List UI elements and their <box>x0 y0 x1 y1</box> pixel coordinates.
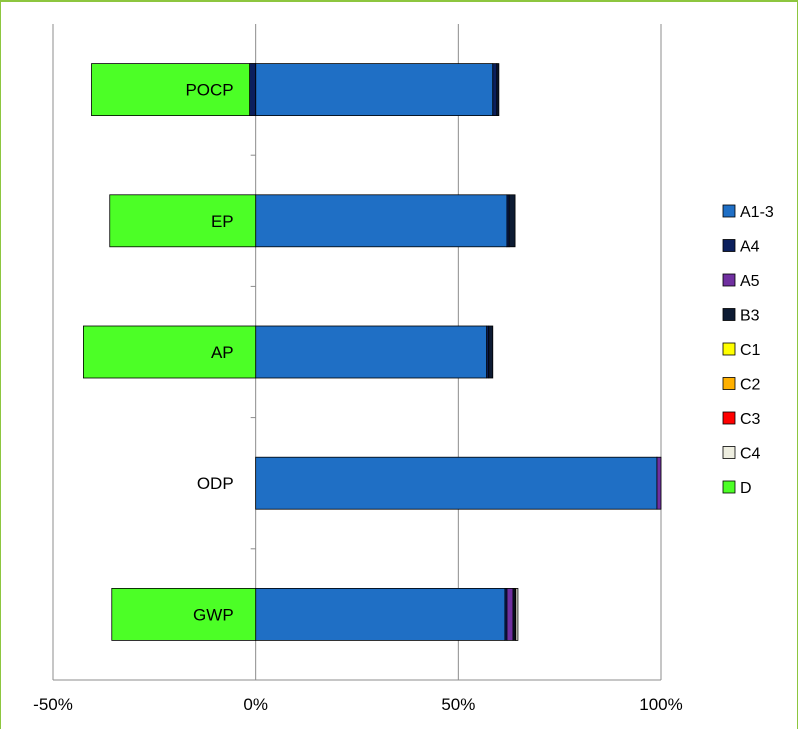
legend-swatch <box>722 446 736 459</box>
category-labels: POCP EP AP ODP GWP <box>185 81 233 625</box>
legend-label: C4 <box>740 446 761 463</box>
legend-label: A1-3 <box>740 204 774 221</box>
legend-swatch <box>722 239 736 252</box>
legend-swatch <box>722 480 736 494</box>
legend-label: C3 <box>740 411 761 428</box>
legend-label: A4 <box>740 239 760 256</box>
bar-b3-ap <box>488 325 494 379</box>
bar-d-ap <box>83 325 257 379</box>
x-tick-label: 0% <box>243 695 268 714</box>
bar-a5-odp <box>656 456 662 510</box>
category-label: GWP <box>193 605 234 624</box>
bars <box>83 63 662 641</box>
category-label: POCP <box>185 81 233 100</box>
bar-a1-3-ep <box>255 194 508 248</box>
bar-c4-gwp <box>515 588 519 641</box>
bar-a1-3-pocp <box>255 63 494 116</box>
legend-swatch <box>722 204 736 218</box>
x-axis: -50% 0% 50% 100% <box>33 679 683 714</box>
x-tick-label: 100% <box>639 695 682 714</box>
bar-a1-3-odp <box>255 456 658 510</box>
legend-label: C1 <box>740 342 761 359</box>
legend-swatch <box>722 308 736 321</box>
bar-a4-negative-pocp <box>249 63 257 116</box>
bar-b3-pocp <box>496 63 500 116</box>
bar-d-pocp <box>91 63 257 116</box>
legend-label: A5 <box>740 273 760 290</box>
category-label: ODP <box>197 474 234 493</box>
legend-label: C2 <box>740 377 761 394</box>
legend-label: D <box>740 480 752 497</box>
legend-swatch <box>722 273 736 287</box>
legend: A1-3 A4 A5 B3 C1 C2 C3 C4 D <box>722 204 774 497</box>
legend-swatch <box>722 342 736 356</box>
bar-d-gwp <box>111 588 257 641</box>
x-tick-label: 50% <box>441 695 475 714</box>
bar-d-ep <box>109 194 257 248</box>
bar-b3-ep <box>508 194 516 248</box>
x-tick-label: -50% <box>33 695 73 714</box>
category-label: EP <box>211 212 234 231</box>
bar-a1-3-gwp <box>255 588 506 641</box>
bar-a4-pocp <box>492 63 498 116</box>
bar-a5-gwp <box>506 588 514 641</box>
bar-a1-3-ap <box>255 325 488 379</box>
legend-swatch <box>722 411 736 425</box>
legend-label: B3 <box>740 308 760 325</box>
category-label: AP <box>211 343 234 362</box>
legend-swatch <box>722 377 736 390</box>
